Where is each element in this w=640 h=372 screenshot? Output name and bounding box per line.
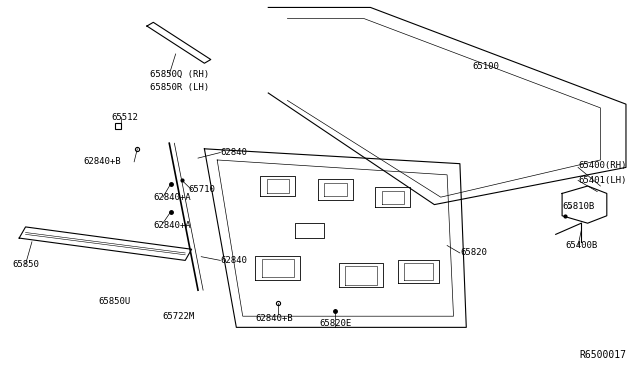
Text: 62840+B: 62840+B <box>255 314 293 323</box>
Text: 65810B: 65810B <box>562 202 595 211</box>
Text: 62840+A: 62840+A <box>154 221 191 230</box>
Text: R6500017: R6500017 <box>579 350 626 360</box>
Text: 65850U: 65850U <box>99 297 131 306</box>
Text: 65100: 65100 <box>473 62 500 71</box>
Text: 65710: 65710 <box>188 185 215 194</box>
Text: 65850Q (RH): 65850Q (RH) <box>150 70 209 79</box>
Text: 65850R (LH): 65850R (LH) <box>150 83 209 92</box>
Text: 62840: 62840 <box>220 148 247 157</box>
Text: 62840: 62840 <box>220 256 247 265</box>
Text: 65820: 65820 <box>460 248 487 257</box>
Text: 62840+B: 62840+B <box>83 157 121 166</box>
Text: 65850: 65850 <box>13 260 40 269</box>
Text: 65512: 65512 <box>112 113 139 122</box>
Text: 65400B: 65400B <box>565 241 598 250</box>
Text: 62840+A: 62840+A <box>154 193 191 202</box>
Text: 65722M: 65722M <box>163 312 195 321</box>
Text: 65820E: 65820E <box>319 319 351 328</box>
Text: 65401(LH): 65401(LH) <box>578 176 627 185</box>
Text: 65400(RH): 65400(RH) <box>578 161 627 170</box>
